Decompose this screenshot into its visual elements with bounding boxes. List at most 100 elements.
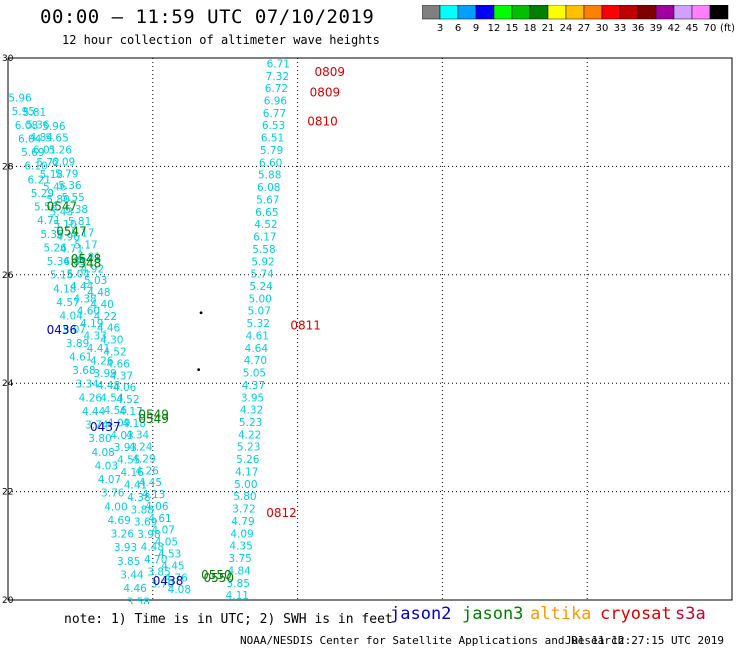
swh-value-label: 5.18 <box>40 169 63 181</box>
pass-time-label: 0549 <box>138 412 169 426</box>
swh-value-label: 4.17 <box>235 466 258 478</box>
legend-jason3: jason3 <box>462 604 524 624</box>
swh-value-label: 5.17 <box>74 240 97 252</box>
swh-value-label: 3.99 <box>94 368 117 380</box>
swh-value-label: 3.89 <box>66 338 89 350</box>
swh-value-label: 4.37 <box>110 370 133 382</box>
swh-value-label: 4.81 <box>78 251 101 263</box>
swh-value-label: 5.04 <box>67 269 91 281</box>
swh-value-label: 4.70 <box>144 554 167 566</box>
colorbar-level-label: 70 <box>704 23 717 34</box>
units-note: note: 1) Time is in UTC; 2) SWH is in fe… <box>64 612 393 627</box>
swh-value-label: 4.48 <box>87 287 110 299</box>
swh-value-label: 4.13 <box>142 489 165 501</box>
swh-value-label: 6.51 <box>261 133 284 145</box>
pass-time-label: 0810 <box>307 114 338 128</box>
swh-value-label: 4.24 <box>129 442 153 454</box>
swh-value-label: 4.76 <box>164 572 188 584</box>
swh-value-label: 6.08 <box>15 120 38 132</box>
credit-text: NOAA/NESDIS Center for Satellite Applica… <box>240 634 625 647</box>
pass-time-label: 0436 <box>47 323 78 337</box>
swh-value-label: 4.40 <box>90 299 113 311</box>
swh-value-label: 4.71 <box>60 244 83 256</box>
swh-value-label: 3.70 <box>151 579 174 591</box>
swh-value-label: 4.19 <box>80 318 103 330</box>
swh-value-label: 3.74 <box>85 420 109 432</box>
swh-value-label: 4.00 <box>104 501 127 513</box>
swh-value-label: 3.93 <box>114 442 137 454</box>
swh-value-label: 3.58 <box>127 597 150 604</box>
colorbar-swatch <box>709 5 729 20</box>
swh-value-label: 5.05 <box>243 368 266 380</box>
swh-value-label: 4.41 <box>87 343 110 355</box>
swh-value-label: 5.36 <box>47 256 71 268</box>
pass-time-label: 0548 <box>71 256 102 270</box>
swh-value-label: 5.35 <box>40 229 63 241</box>
swh-value-label: 4.45 <box>161 560 184 572</box>
lat-tick-label: 26 <box>2 271 14 281</box>
colorbar-level-label: 36 <box>632 23 645 34</box>
swh-value-label: 3.88 <box>131 504 154 516</box>
pass-time-label: 0550 <box>203 571 234 585</box>
swh-value-label: 5.80 <box>46 194 69 206</box>
map-subtitle: 12 hour collection of altimeter wave hei… <box>62 33 380 47</box>
swh-value-label: 5.26 <box>49 145 73 157</box>
swh-value-label: 4.69 <box>107 515 130 527</box>
map-title: 00:00 – 11:59 UTC 07/10/2019 <box>40 6 375 28</box>
swh-value-label: 3.26 <box>111 529 135 541</box>
swh-value-label: 5.32 <box>247 318 270 330</box>
swh-value-label: 6.96 <box>264 96 288 108</box>
swh-value-label: 4.52 <box>103 347 126 359</box>
swh-value-label: 3.85 <box>227 578 250 590</box>
swh-value-label: 4.04 <box>60 311 84 323</box>
pass-time-label: 0437 <box>90 420 121 434</box>
swh-value-label: 4.34 <box>126 430 150 442</box>
swh-value-label: 4.53 <box>158 549 181 561</box>
swh-value-label: 4.07 <box>152 525 175 537</box>
swh-value-label: 4.96 <box>57 231 81 243</box>
swh-value-label: 4.38 <box>73 293 96 305</box>
lat-tick-label: 20 <box>2 596 14 604</box>
pass-time-label: 0438 <box>153 574 184 588</box>
generated-timestamp: Jul 11 12:27:15 UTC 2019 <box>565 634 724 647</box>
swh-value-label: 3.44 <box>120 569 144 581</box>
colorbar-unit-label: (ft) <box>720 23 734 34</box>
swh-value-label: 3.80 <box>88 433 111 445</box>
swh-value-label: 5.07 <box>63 324 86 336</box>
swh-value-label: 4.46 <box>123 583 147 595</box>
swh-value-label: 5.88 <box>258 170 281 182</box>
swh-value-label: 4.05 <box>155 537 178 549</box>
swh-value-label: 5.79 <box>55 168 78 180</box>
swh-value-label: 6.08 <box>257 182 280 194</box>
swh-value-label: 5.95 <box>12 106 35 118</box>
swh-value-label: 4.06 <box>145 501 169 513</box>
swh-value-label: 4.18 <box>53 283 76 295</box>
swh-value-label: 4.09 <box>230 528 253 540</box>
swh-value-label: 6.10 <box>24 161 47 173</box>
swh-value-label: 5.46 <box>43 182 67 194</box>
swh-value-label: 3.34 <box>75 379 99 391</box>
colorbar-level-label: 18 <box>524 23 537 34</box>
pass-time-label: 0809 <box>314 65 345 79</box>
swh-value-label: 4.92 <box>81 263 104 275</box>
wave-height-map: 1501531561591621652022242628305.965.956.… <box>2 54 733 604</box>
swh-value-label: 5.10 <box>53 219 76 231</box>
swh-value-label: 4.61 <box>69 351 92 363</box>
swh-value-label: 5.26 <box>236 454 260 466</box>
swh-value-label: 3.95 <box>241 392 264 404</box>
colorbar-level-label: 33 <box>614 23 627 34</box>
swh-value-label: 4.37 <box>242 380 265 392</box>
swh-value-label: 5.26 <box>44 242 68 254</box>
swh-value-label: 6.71 <box>267 58 290 70</box>
swh-value-label: 5.00 <box>234 479 257 491</box>
swh-value-label: 5.74 <box>250 269 274 281</box>
swh-value-label: 4.08 <box>91 447 114 459</box>
colorbar-level-label: 9 <box>473 23 479 34</box>
swh-value-label: 4.41 <box>124 479 147 491</box>
swh-value-label: 4.55 <box>117 455 140 467</box>
colorbar-level-label: 42 <box>668 23 681 34</box>
swh-value-label: 4.66 <box>107 358 131 370</box>
swh-value-label: 4.60 <box>77 306 100 318</box>
swh-value-label: 5.96 <box>42 121 66 133</box>
swh-value-label: 5.92 <box>251 256 274 268</box>
